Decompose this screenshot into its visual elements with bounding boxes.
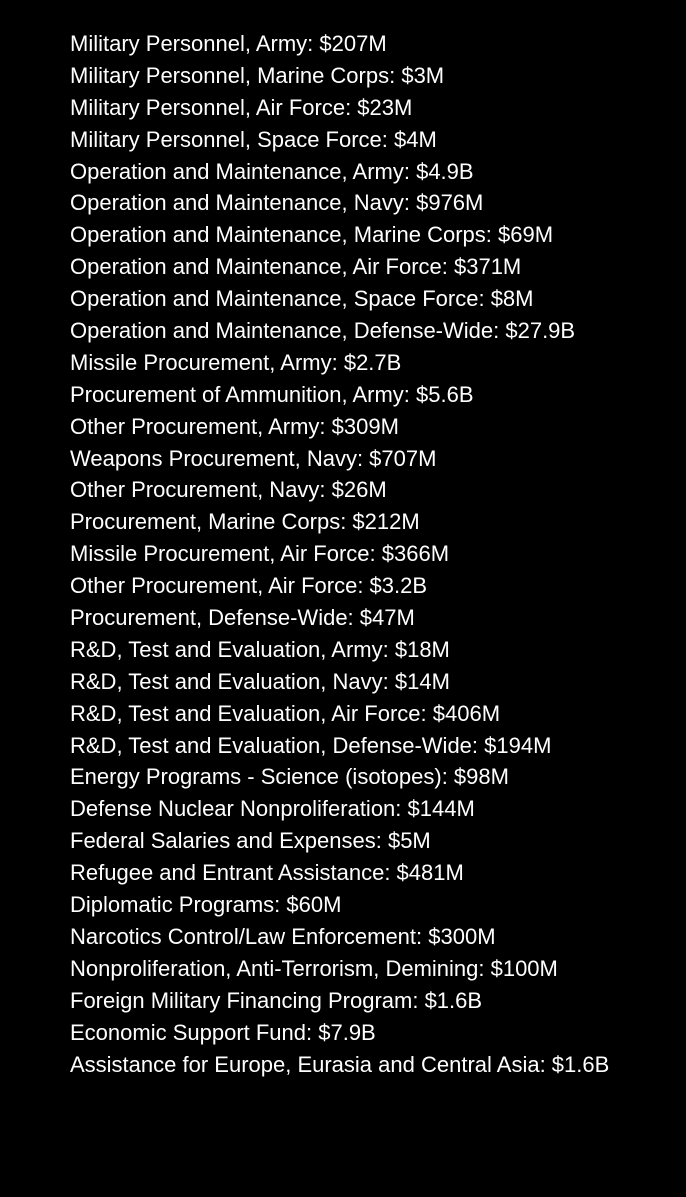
budget-line-item: Missile Procurement, Army: $2.7B xyxy=(70,347,616,379)
budget-line-item: Procurement of Ammunition, Army: $5.6B xyxy=(70,379,616,411)
budget-line-item: Other Procurement, Army: $309M xyxy=(70,411,616,443)
budget-line-item: Energy Programs - Science (isotopes): $9… xyxy=(70,761,616,793)
budget-line-item: Refugee and Entrant Assistance: $481M xyxy=(70,857,616,889)
budget-line-item: R&D, Test and Evaluation, Navy: $14M xyxy=(70,666,616,698)
budget-line-item: Procurement, Defense-Wide: $47M xyxy=(70,602,616,634)
budget-line-item: Military Personnel, Space Force: $4M xyxy=(70,124,616,156)
budget-line-item: Military Personnel, Marine Corps: $3M xyxy=(70,60,616,92)
budget-line-item: Other Procurement, Navy: $26M xyxy=(70,474,616,506)
budget-line-item: Operation and Maintenance, Air Force: $3… xyxy=(70,251,616,283)
budget-line-item: Foreign Military Financing Program: $1.6… xyxy=(70,985,616,1017)
budget-line-item: Assistance for Europe, Eurasia and Centr… xyxy=(70,1049,616,1081)
budget-line-item: Military Personnel, Air Force: $23M xyxy=(70,92,616,124)
budget-line-item: R&D, Test and Evaluation, Army: $18M xyxy=(70,634,616,666)
budget-line-item: Weapons Procurement, Navy: $707M xyxy=(70,443,616,475)
budget-line-item: Narcotics Control/Law Enforcement: $300M xyxy=(70,921,616,953)
budget-line-item: Operation and Maintenance, Army: $4.9B xyxy=(70,156,616,188)
budget-line-item: Missile Procurement, Air Force: $366M xyxy=(70,538,616,570)
budget-line-item: Economic Support Fund: $7.9B xyxy=(70,1017,616,1049)
budget-line-item: Defense Nuclear Nonproliferation: $144M xyxy=(70,793,616,825)
budget-line-item: Operation and Maintenance, Defense-Wide:… xyxy=(70,315,616,347)
budget-line-item: Procurement, Marine Corps: $212M xyxy=(70,506,616,538)
budget-line-item: Federal Salaries and Expenses: $5M xyxy=(70,825,616,857)
budget-line-item: Military Personnel, Army: $207M xyxy=(70,28,616,60)
budget-line-item: Diplomatic Programs: $60M xyxy=(70,889,616,921)
budget-line-item: Operation and Maintenance, Space Force: … xyxy=(70,283,616,315)
budget-line-item: Operation and Maintenance, Marine Corps:… xyxy=(70,219,616,251)
budget-line-item: Nonproliferation, Anti-Terrorism, Demini… xyxy=(70,953,616,985)
budget-line-item: Operation and Maintenance, Navy: $976M xyxy=(70,187,616,219)
budget-line-item: R&D, Test and Evaluation, Defense-Wide: … xyxy=(70,730,616,762)
budget-line-item: R&D, Test and Evaluation, Air Force: $40… xyxy=(70,698,616,730)
budget-list: Military Personnel, Army: $207MMilitary … xyxy=(0,0,686,1108)
budget-line-item: Other Procurement, Air Force: $3.2B xyxy=(70,570,616,602)
